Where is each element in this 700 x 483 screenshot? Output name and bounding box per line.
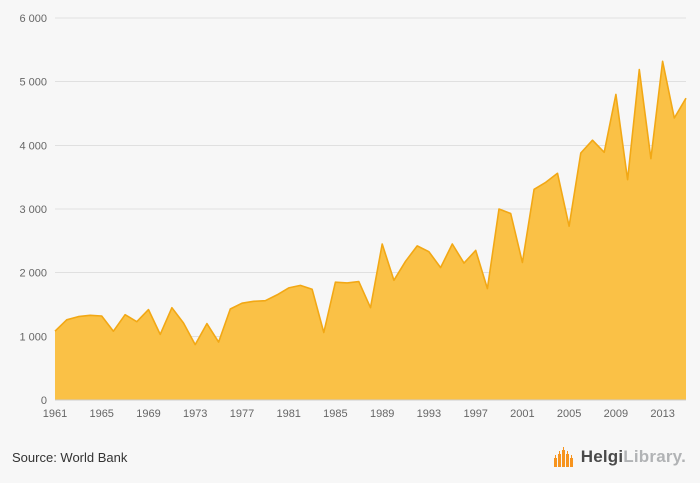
area-chart: 0 1 000 2 000 3 000 4 000 5 000 6 000 1961 1965 1… xyxy=(19,13,687,420)
y-axis-label: 0 xyxy=(41,395,47,407)
x-axis-label: 2009 xyxy=(604,408,628,420)
logo-bar-stem xyxy=(558,451,560,454)
y-axis-label: 2 000 xyxy=(19,268,47,280)
x-axis-label: 2001 xyxy=(510,408,534,420)
y-axis-label: 5 000 xyxy=(19,77,47,89)
y-axis-label: 1 000 xyxy=(19,331,47,343)
x-axis-label: 1969 xyxy=(136,408,160,420)
source-attribution: Source: World Bank xyxy=(12,449,128,465)
x-axis-label: 1981 xyxy=(276,408,300,420)
x-axis-label: 1993 xyxy=(417,408,441,420)
logo-bar-stem xyxy=(562,447,564,450)
series-line xyxy=(54,60,687,346)
logo-bar xyxy=(557,454,561,467)
y-axis-label: 4 000 xyxy=(19,140,47,152)
logo-text-helgi: Helgi xyxy=(580,447,624,466)
x-axis-label: 1997 xyxy=(463,408,487,420)
helgi-library-icon xyxy=(553,447,573,467)
logo-bar-stem xyxy=(566,451,568,454)
x-axis-label: 1989 xyxy=(370,408,394,420)
x-axis-label: 1965 xyxy=(89,408,113,420)
logo-bar xyxy=(553,458,557,467)
logo-bar xyxy=(561,450,565,467)
logo-wordmark: HelgiLibrary. xyxy=(581,447,686,467)
x-axis-label: 2013 xyxy=(650,408,674,420)
y-axis-label: 6 000 xyxy=(19,13,47,25)
x-axis-label: 1985 xyxy=(323,408,347,420)
logo-bar-stem xyxy=(570,455,572,458)
x-axis-label: 1961 xyxy=(43,408,67,420)
logo-bar xyxy=(565,454,569,467)
chart-footer: Source: World Bank HelgiLibrary. xyxy=(0,431,700,483)
logo-text-library: Library. xyxy=(623,447,686,466)
logo-bar xyxy=(569,458,573,467)
x-axis-label: 2005 xyxy=(557,408,581,420)
helgi-library-logo: HelgiLibrary. xyxy=(553,446,686,468)
area-series xyxy=(55,61,686,401)
y-axis-label: 3 000 xyxy=(19,204,47,216)
x-axis-label: 1977 xyxy=(230,408,254,420)
logo-bar-stem xyxy=(554,455,556,458)
x-axis-label: 1973 xyxy=(183,408,207,420)
